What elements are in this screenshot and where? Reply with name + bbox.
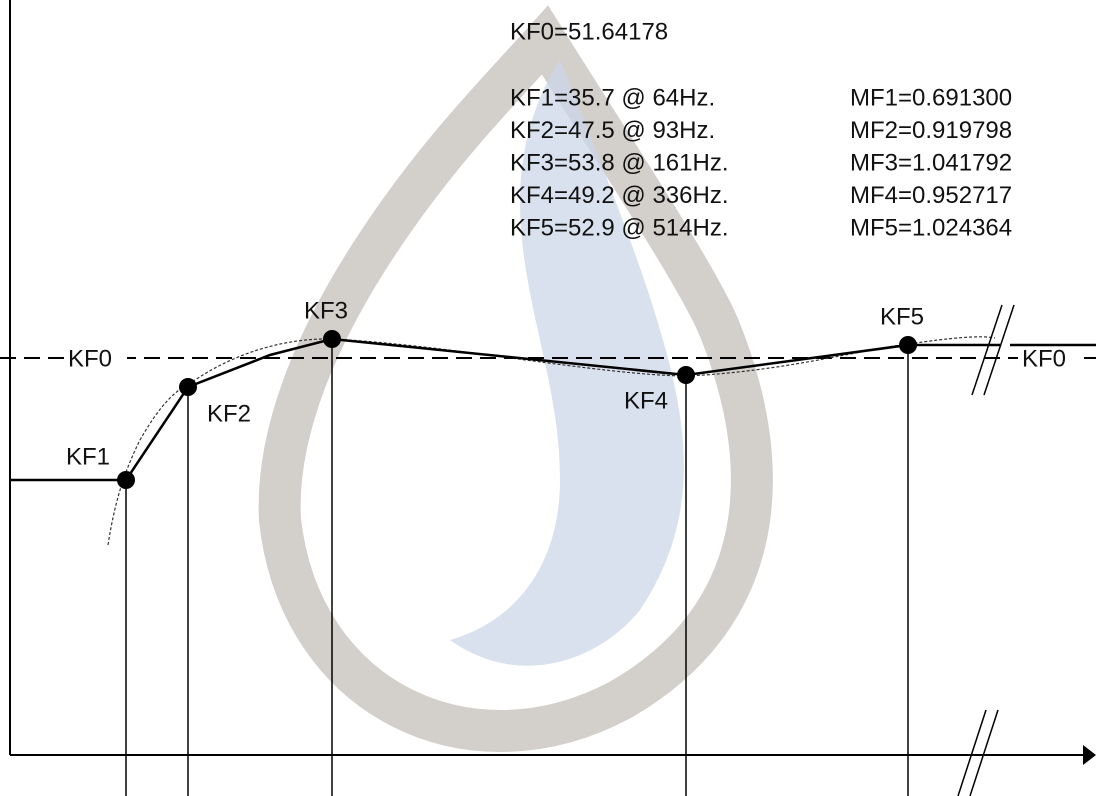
point-label: KF2 <box>207 400 251 427</box>
mf-line: MF1=0.691300 <box>850 84 1012 111</box>
break-marks <box>958 305 1014 796</box>
diagram: KF0 KF0 KF1 KF2 KF3 KF4 KF5 KF0=51.64178… <box>0 0 1096 796</box>
baseline-label: KF0 <box>68 345 112 372</box>
kf-line: KF1=35.7 @ 64Hz. <box>510 84 715 111</box>
curve <box>10 339 1000 480</box>
point-label: KF5 <box>880 303 924 330</box>
mf-line: MF3=1.041792 <box>850 149 1012 176</box>
kf-block: KF1=35.7 @ 64Hz. KF2=47.5 @ 93Hz. KF3=53.8… <box>510 84 728 241</box>
kf-line: KF2=47.5 @ 93Hz. <box>510 117 715 144</box>
page: {"header": "KF0=51.64178", "kf_lines": [… <box>0 0 1096 796</box>
mf-line: MF2=0.919798 <box>850 117 1012 144</box>
x-arrow <box>1083 745 1096 765</box>
mf-line: MF4=0.952717 <box>850 182 1012 209</box>
baseline-label: KF0 <box>1022 345 1066 372</box>
header: KF0=51.64178 <box>510 18 668 45</box>
mf-block: MF1=0.691300 MF2=0.919798 MF3=1.041792 MF4=… <box>850 84 1012 241</box>
point-label: KF4 <box>624 387 668 414</box>
point-label: KF1 <box>66 443 110 470</box>
point-label: KF3 <box>304 297 348 324</box>
kf-line: KF4=49.2 @ 336Hz. <box>510 182 728 209</box>
kf-line: KF5=52.9 @ 514Hz. <box>510 214 728 241</box>
mf-line: MF5=1.024364 <box>850 214 1012 241</box>
kf-line: KF3=53.8 @ 161Hz. <box>510 149 728 176</box>
